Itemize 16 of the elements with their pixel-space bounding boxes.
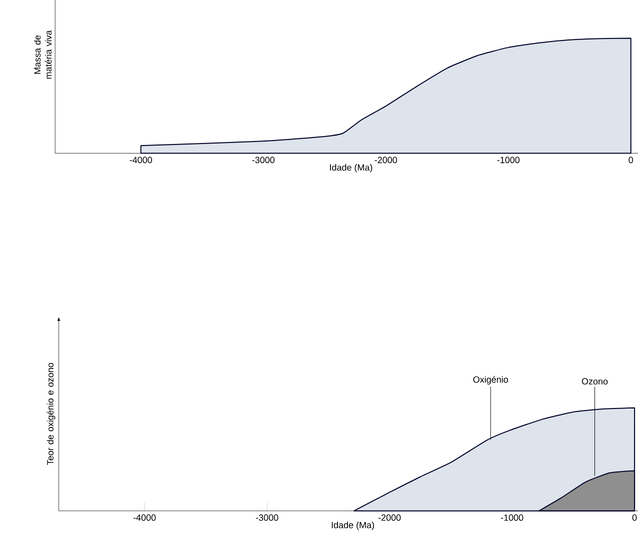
x-axis-title: Idade (Ma) xyxy=(332,522,374,530)
annotation: Oxigénio xyxy=(473,376,508,384)
x-tick-label: -3000 xyxy=(256,514,278,521)
x-tick-label: -2000 xyxy=(374,156,398,164)
x-tick-label: -4000 xyxy=(130,156,152,164)
y-axis-title: Teor de oxigénio e ozono xyxy=(46,362,56,465)
x-tick-label: -2000 xyxy=(378,514,401,521)
x-axis-title: Idade (Ma) xyxy=(330,164,372,172)
x-tick-label: 0 xyxy=(628,156,634,164)
x-tick-label: -3000 xyxy=(252,156,275,164)
x-tick-label: -1000 xyxy=(500,514,524,521)
annotation: Ozono xyxy=(582,378,608,385)
x-tick-label: -4000 xyxy=(133,514,156,521)
y-axis-title: Massa de matéria viva xyxy=(34,30,52,79)
x-tick-label: -1000 xyxy=(497,156,520,164)
x-tick-label: 0 xyxy=(632,514,637,521)
